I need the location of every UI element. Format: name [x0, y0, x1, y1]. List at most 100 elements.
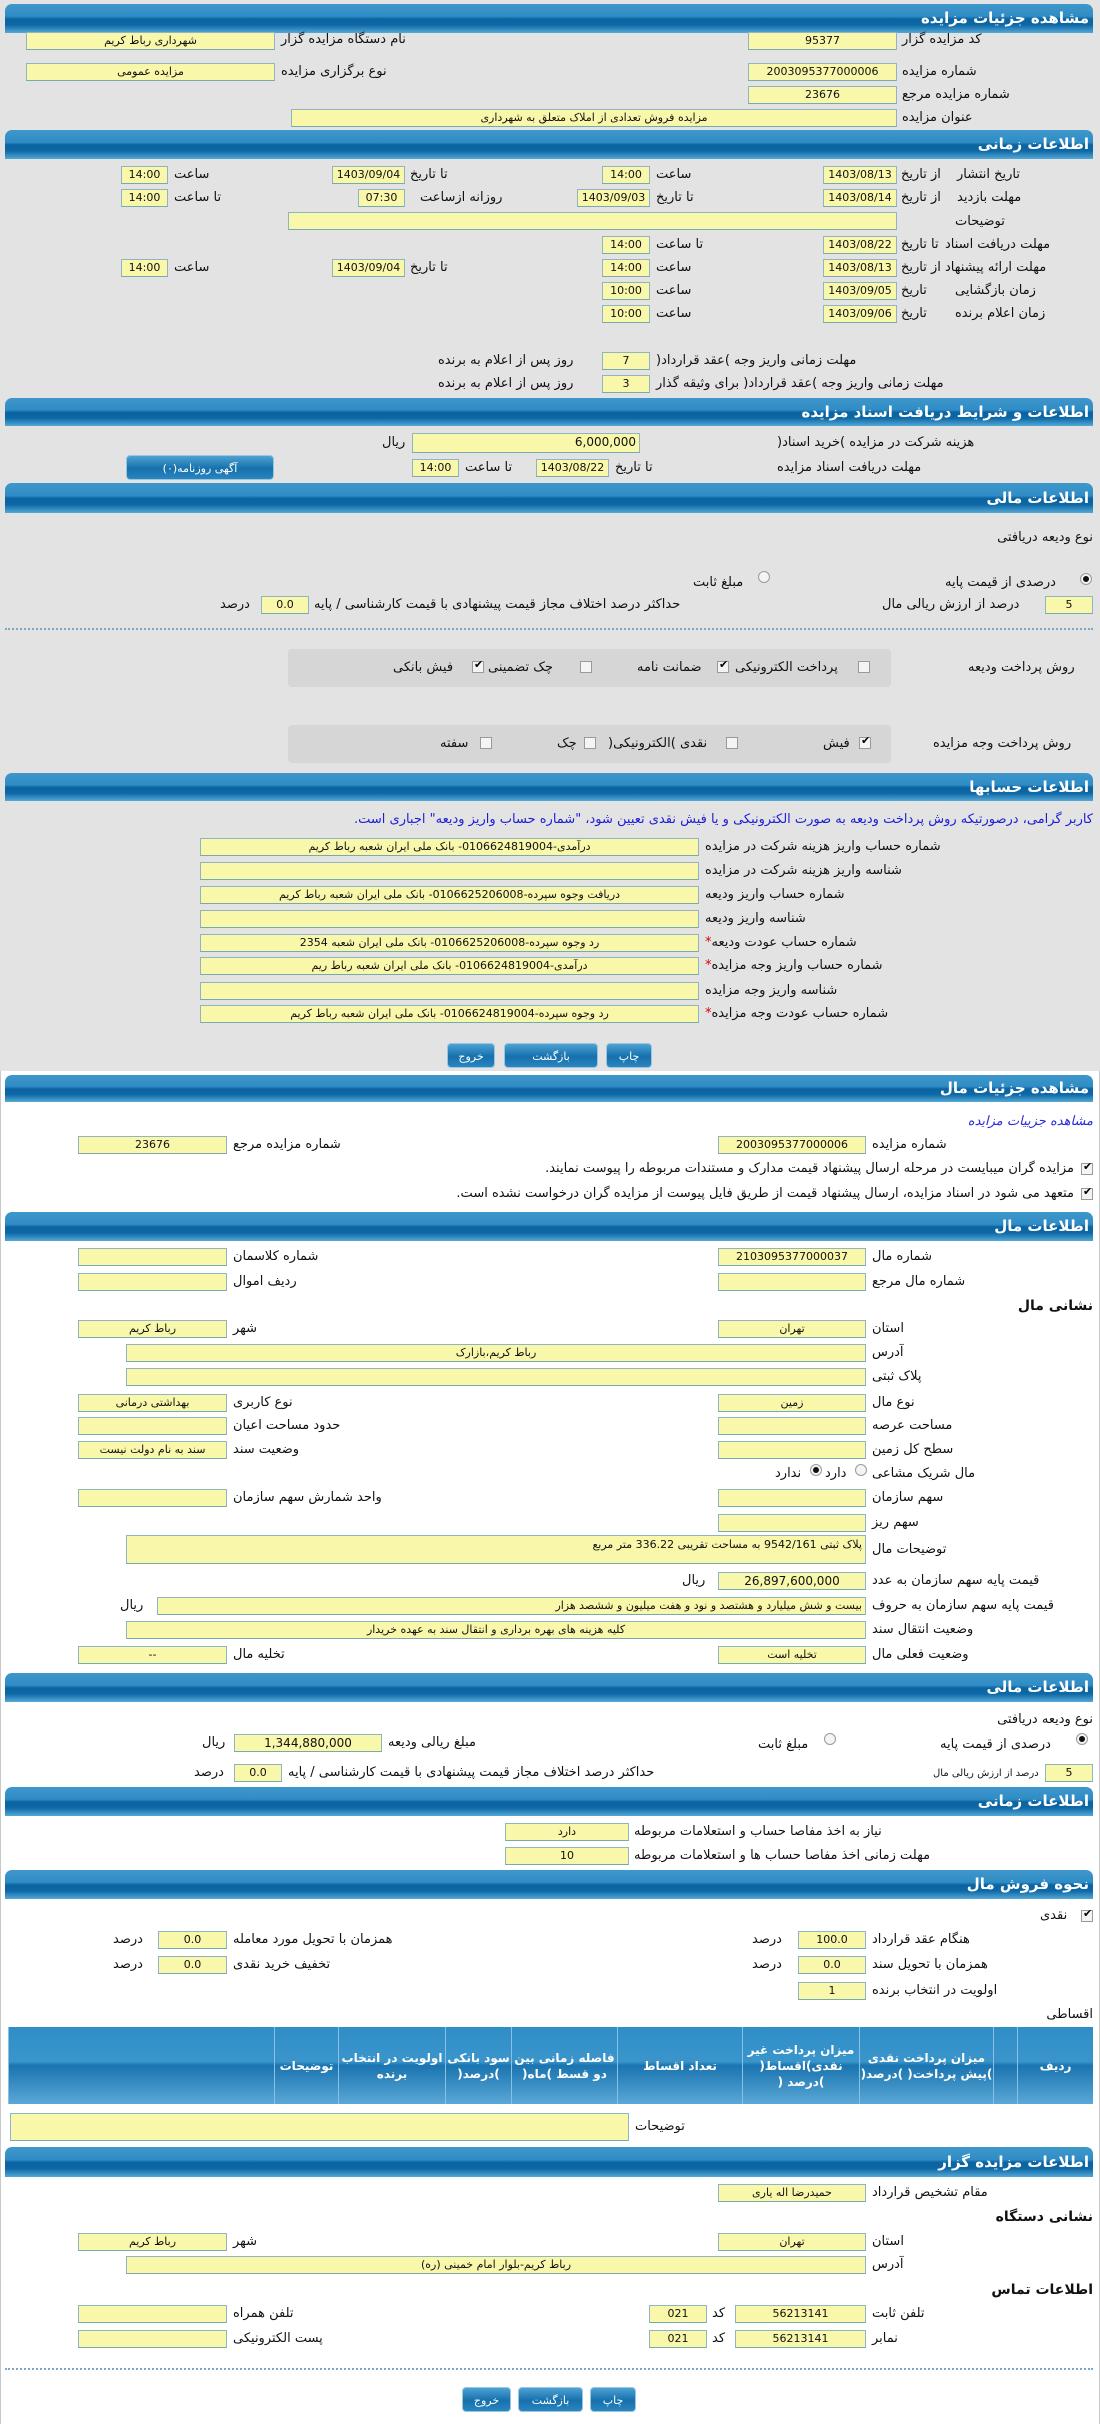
label: سفته	[440, 736, 469, 751]
deposit-amount-field: 1,344,880,000	[234, 1734, 382, 1752]
label: سهم سازمان	[872, 1490, 944, 1505]
label: تلفن ثابت	[872, 2306, 925, 2321]
label: آدرس	[872, 2257, 904, 2272]
promissory-note-checkbox[interactable]	[480, 737, 492, 749]
section-header-time: اطلاعات زمانی	[5, 130, 1093, 159]
back-button[interactable]: بازگشت	[504, 1043, 598, 1068]
minor-share-field	[718, 1514, 866, 1532]
label: درصد	[752, 1932, 782, 1947]
label: پست الکترونیکی	[233, 2331, 323, 2346]
auction-details-link[interactable]: مشاهده جزییات مزایده	[967, 1114, 1093, 1129]
fixed-amount-radio[interactable]	[758, 571, 770, 583]
label: درصدی از قیمت پایه	[945, 575, 1056, 590]
offer-to-date: 1403/09/04	[332, 259, 405, 277]
publish-to-date: 1403/09/04	[332, 166, 405, 184]
mobile-field	[78, 2305, 227, 2323]
phone-field: 56213141	[735, 2305, 866, 2323]
label: روش پرداخت وجه مزایده	[933, 736, 1072, 751]
cheque-checkbox[interactable]	[584, 737, 596, 749]
item-reference-number-field: 23676	[78, 1136, 227, 1154]
label: تاریخ	[901, 283, 927, 298]
label: تاریخ	[901, 306, 927, 321]
attach-documents-checkbox[interactable]	[1081, 1160, 1093, 1175]
building-area-field	[78, 1417, 227, 1435]
section-header-documents: اطلاعات و شرایط دریافت اسناد مزایده	[5, 398, 1093, 426]
exit-button[interactable]: خروج	[447, 1043, 495, 1068]
clearance-required-field: دارد	[505, 1823, 629, 1841]
receipt-checkbox[interactable]	[859, 734, 871, 749]
section-header-sale-method: نحوه فروش مال	[5, 1870, 1093, 1899]
offer-to-time: 14:00	[121, 259, 168, 277]
fax-field: 56213141	[735, 2330, 866, 2348]
deed-status-field: سند به نام دولت نیست	[78, 1441, 227, 1459]
label: شماره حساب واریز وجه مزایده*	[705, 957, 883, 975]
total-land-field	[718, 1441, 866, 1459]
label: ردیف اموال	[233, 1274, 297, 1289]
deposit-account-field: دریافت وجوه سپرده-0106625206008- بانک مل…	[200, 886, 699, 904]
column-header: سود بانکی )درصد(	[445, 2027, 511, 2104]
no-attachment-checkbox[interactable]	[1081, 1185, 1093, 1200]
label: شناسه واریز هزینه شرکت در مزایده	[705, 863, 902, 878]
section-header-item-details: مشاهده جزئیات مال	[5, 1075, 1093, 1102]
item-description-field: پلاک ثبتی 9542/161 به مساحت تقریبی 336.2…	[126, 1535, 866, 1564]
label-text: شماره حساب عودت ودیعه	[711, 935, 857, 950]
cash-sale-checkbox[interactable]	[1081, 1907, 1093, 1922]
docs-to-time: 14:00	[602, 236, 650, 254]
label: حداکثر درصد اختلاف مجاز قیمت پیشنهادی با…	[288, 1765, 655, 1780]
shared-yes-radio[interactable]	[855, 1464, 867, 1476]
label: از تاریخ	[901, 167, 941, 182]
required-marker: *	[705, 958, 712, 973]
percent-of-base-radio[interactable]	[1080, 573, 1092, 585]
bank-receipt-checkbox[interactable]	[472, 658, 484, 673]
label: شماره مزایده	[902, 64, 977, 79]
opening-time: 10:00	[602, 282, 650, 300]
label: شناسه واریز وجه مزایده	[705, 983, 838, 998]
label: وضعیت سند	[233, 1442, 300, 1457]
label: درصد از ارزش ریالی مال	[882, 597, 1020, 612]
guarantee-letter-checkbox[interactable]	[717, 658, 729, 673]
base-price-number-field: 26,897,600,000	[718, 1572, 866, 1590]
item-province-field: تهران	[718, 1320, 866, 1338]
print-button-bottom[interactable]: چاپ	[590, 2387, 636, 2412]
item-percent-radio[interactable]	[1076, 1733, 1088, 1745]
docs-deadline-date: 1403/08/22	[536, 459, 609, 477]
label: درصدی از قیمت پایه	[940, 1737, 1051, 1752]
print-button[interactable]: چاپ	[606, 1043, 652, 1068]
label: هنگام عقد قرارداد	[872, 1932, 970, 1947]
label: ریال	[682, 1573, 706, 1588]
newspaper-ad-button[interactable]: آگهی روزنامه(۰)	[126, 455, 274, 480]
label: مهلت بازدید	[957, 190, 1022, 205]
electronic-payment-checkbox[interactable]	[858, 661, 870, 673]
label: نوع ودیعه دریافتی	[997, 530, 1093, 545]
land-area-field	[718, 1417, 866, 1435]
label: شماره حساب واریز ودیعه	[705, 887, 845, 902]
column-header: تعداد اقساط	[617, 2027, 742, 2104]
label: شهر	[233, 1321, 258, 1336]
label: ساعت	[656, 260, 692, 275]
label: از تاریخ	[901, 260, 941, 275]
section-header-item-info: اطلاعات مال	[5, 1212, 1093, 1241]
item-kind-field: زمین	[718, 1394, 866, 1412]
label: مهلت ارائه پیشنهاد	[945, 260, 1047, 275]
shared-no-radio[interactable]	[810, 1464, 822, 1476]
payment-deadline-days: 7	[602, 352, 650, 370]
label: درصد	[194, 1765, 224, 1780]
item-address-field: رباط کریم،بازارک	[126, 1344, 866, 1362]
winner-date: 1403/09/06	[823, 305, 897, 323]
installments-label: اقساطی	[1046, 2007, 1093, 2022]
label: حداکثر درصد اختلاف مجاز قیمت پیشنهادی با…	[314, 597, 681, 612]
label: تا ساعت	[465, 460, 513, 475]
label: مهلت زمانی واریز وجه )عقد قرارداد(	[656, 353, 857, 368]
column-header: میزان پرداخت نقدی )پیش پرداخت( )درصد(	[859, 2027, 993, 2104]
back-button-bottom[interactable]: بازگشت	[518, 2387, 583, 2412]
label: دارد	[825, 1466, 847, 1481]
label: مهلت دریافت اسناد مزایده	[777, 460, 922, 475]
label: چک	[557, 736, 577, 751]
label: تا ساعت	[174, 190, 222, 205]
guarantee-cheque-checkbox[interactable]	[580, 661, 592, 673]
item-fixed-radio[interactable]	[824, 1733, 836, 1745]
label: قیمت پایه سهم سازمان به عدد	[872, 1573, 1040, 1588]
exit-button-bottom[interactable]: خروج	[462, 2387, 511, 2412]
label: روز پس از اعلام به برنده	[438, 353, 574, 368]
cash-electronic-checkbox[interactable]	[726, 737, 738, 749]
